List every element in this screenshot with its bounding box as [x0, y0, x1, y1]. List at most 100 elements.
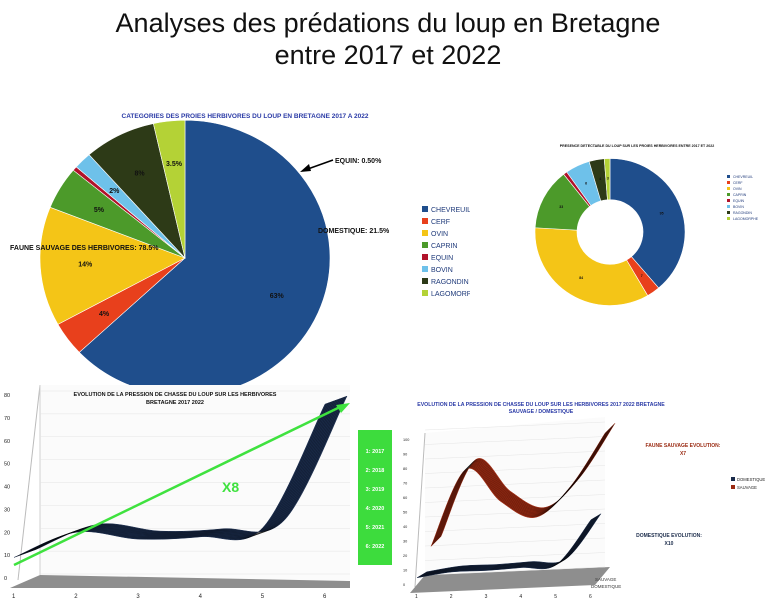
legend-label-cerf: CERF — [431, 219, 450, 226]
x-tick-label: 4 — [199, 594, 203, 600]
legend-label-equin: EQUIN — [733, 199, 745, 203]
slice-label-lagomorphe: 3.5% — [166, 161, 183, 168]
panel4-gridlines — [424, 421, 606, 576]
slice-label-ovin: 14% — [78, 261, 93, 268]
year-key-item: 4: 2020 — [366, 506, 385, 512]
growth-arrow-line — [13, 405, 341, 567]
gridline — [424, 537, 606, 547]
x-tick-label: 5 — [554, 594, 557, 600]
slice-label-ragondin: 4 — [599, 177, 601, 181]
ribbon-domestique-hatch — [424, 515, 599, 574]
year-key-item: 5: 2021 — [366, 525, 385, 531]
legend-swatch-domestique — [731, 477, 735, 481]
y-tick-label: 0 — [4, 576, 7, 582]
legend-swatch-equin — [422, 254, 428, 260]
legend-swatch-lagomorphe — [727, 217, 730, 220]
legend-swatch-caprin — [422, 242, 428, 248]
slice-label-cerf: 7 — [641, 274, 643, 278]
y-tick-label: 10 — [4, 553, 10, 559]
wild-evolution-line2: X7 — [680, 451, 686, 457]
slice-label-cerf: 4% — [99, 311, 110, 318]
equin-arrow-head — [300, 164, 311, 172]
legend-swatch-chevreuil — [422, 206, 428, 212]
ribbon-domestique-hatch — [420, 517, 595, 577]
pie-chart-title: CATEGORIES DES PROIES HERBIVORES DU LOUP… — [122, 113, 369, 120]
legend-label-domestique: DOMESTIQUE — [737, 477, 765, 482]
y-tick-label: 80 — [4, 393, 10, 399]
y-tick-label: 60 — [4, 439, 10, 445]
y-tick-label: 20 — [4, 530, 10, 536]
x-tick-label: 4 — [519, 594, 522, 600]
ribbon-series-hatch — [28, 398, 340, 553]
legend-label-ovin: OVIN — [431, 231, 448, 238]
slice-label-bovin: 2% — [109, 188, 120, 195]
donut-chart-presence: PRESENCE DETECTABLE DU LOUP SUR LES PROI… — [534, 144, 759, 306]
legend-label-bovin: BOVIN — [733, 205, 744, 209]
y-tick-label: 30 — [4, 507, 10, 513]
x-tick-label: 3 — [136, 594, 140, 600]
y-tick-label: 50 — [403, 511, 407, 515]
panel3-title-line2: BRETAGNE 2017 2022 — [146, 400, 204, 406]
legend-label-equin: EQUIN — [431, 255, 453, 262]
slice-lagomorphe — [153, 119, 186, 259]
x-tick-label: 3 — [485, 594, 488, 600]
ribbon-domestique-hatch — [417, 519, 593, 578]
pie-legend: CHEVREUIL CERF OVIN CAPRIN EQUIN BOVIN RAGONDI… — [422, 206, 470, 298]
x-tick-label: 6 — [323, 594, 327, 600]
ribbon-domestique — [416, 513, 602, 578]
panel3-ribbon — [13, 395, 348, 558]
legend-swatch-ragondin — [422, 278, 428, 284]
slice-label-caprin: 5% — [94, 207, 105, 214]
y-tick-label: 20 — [403, 554, 407, 558]
year-key-item: 1: 2017 — [366, 449, 385, 455]
legend-label-caprin: CAPRIN — [431, 243, 457, 250]
donut-slices — [534, 158, 686, 306]
y-tick-label: 40 — [4, 485, 10, 491]
page-title-line2: entre 2017 et 2022 — [274, 40, 502, 70]
legend-swatch-chevreuil — [727, 175, 730, 178]
panel3-title-line1: EVOLUTION DE LA PRESSION DE CHASSE DU LO… — [74, 392, 277, 398]
legend-label-chevreuil: CHEVREUIL — [733, 175, 753, 179]
gridline — [424, 421, 606, 431]
panel4-title-line2: SAUVAGE / DOMESTIQUE — [509, 409, 574, 415]
x-tick-label: 2 — [450, 594, 453, 600]
y-tick-label: 30 — [403, 540, 407, 544]
legend-label-lagomorphe: LAGOMORPHE — [733, 217, 759, 221]
slice-label-chevreuil: 63% — [270, 293, 285, 300]
growth-arrow-head — [336, 403, 350, 413]
legend-label-cerf: CERF — [733, 181, 743, 185]
ribbon-sauvage-hatch — [433, 430, 608, 544]
donut-chart-title: PRESENCE DETECTABLE DU LOUP SUR LES PROI… — [560, 144, 714, 148]
ribbon-sauvage-hatch — [434, 428, 610, 543]
gridline — [424, 566, 606, 576]
ribbon-sauvage-hatch — [434, 429, 609, 544]
wild-evolution-line1: FAUNE SAUVAGE EVOLUTION: — [646, 443, 721, 449]
ribbon-domestique-hatch — [425, 514, 600, 574]
slice-ovin — [39, 206, 186, 325]
gridline — [424, 552, 606, 561]
ribbon-series-hatch — [32, 397, 344, 552]
x-tick-label: 6 — [589, 594, 592, 600]
ribbon-domestique-hatch — [419, 518, 594, 577]
ribbon-domestique-hatch — [418, 518, 593, 578]
ribbon-sauvage-hatch — [438, 425, 613, 539]
slice-label-lagomorphe: 3 — [607, 176, 609, 180]
legend-swatch-bovin — [422, 266, 428, 272]
slice-ovin — [534, 227, 649, 306]
gridline — [424, 523, 606, 532]
pie-slices — [39, 119, 331, 385]
year-key-item: 2: 2018 — [366, 468, 385, 474]
pie-chart-categories: CATEGORIES DES PROIES HERBIVORES DU LOUP… — [10, 113, 470, 385]
legend-label-chevreuil: CHEVREUIL — [431, 207, 470, 214]
x-tick-label: 5 — [261, 594, 265, 600]
slice-label-caprin: 33 — [559, 205, 563, 209]
ribbon-domestique-hatch — [423, 515, 598, 575]
pie-annotation-faune: FAUNE SAUVAGE DES HERBIVORES: 78.5% — [10, 245, 159, 252]
gridline — [424, 450, 606, 460]
slice-label-ragondin: 8% — [135, 171, 146, 178]
ribbon-sauvage-hatch — [437, 426, 612, 540]
x-tick-label: 2 — [74, 594, 78, 600]
legend-swatch-caprin — [727, 193, 730, 196]
panel4-ribbons — [416, 423, 616, 578]
gridline — [424, 465, 606, 474]
